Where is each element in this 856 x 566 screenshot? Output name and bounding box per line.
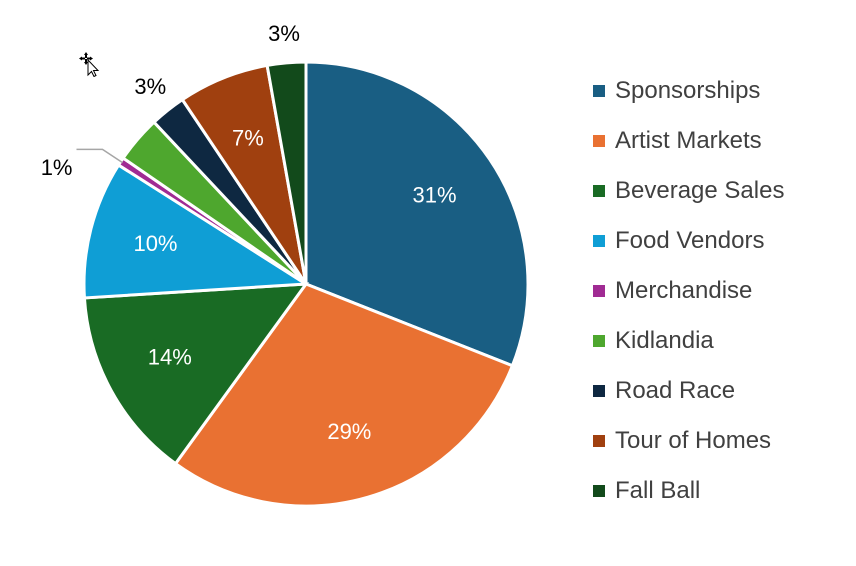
legend-label: Sponsorships bbox=[615, 77, 761, 104]
pie-slice-fall-ball bbox=[265, 60, 308, 285]
legend-item-merchandise: Merchandise bbox=[593, 266, 784, 316]
data-label-food-vendors: 10% bbox=[133, 231, 177, 256]
legend-label: Kidlandia bbox=[615, 327, 714, 354]
legend-swatch bbox=[593, 335, 605, 347]
pie-slices bbox=[82, 60, 530, 508]
legend-item-road-race: Road Race bbox=[593, 366, 784, 416]
legend-label: Merchandise bbox=[615, 277, 753, 304]
leader-line-merchandise bbox=[76, 148, 123, 164]
legend-label: Food Vendors bbox=[615, 227, 765, 254]
legend-swatch bbox=[593, 185, 605, 197]
pie-slice-artist-markets bbox=[173, 282, 515, 508]
legend-label: Beverage Sales bbox=[615, 177, 785, 204]
pie-slice-sponsorships bbox=[304, 60, 530, 368]
legend-swatch bbox=[593, 85, 605, 97]
legend-item-fall-ball: Fall Ball bbox=[593, 466, 784, 516]
legend-swatch bbox=[593, 435, 605, 447]
legend-item-food-vendors: Food Vendors bbox=[593, 216, 784, 266]
legend-swatch bbox=[593, 485, 605, 497]
leader-lines bbox=[76, 148, 123, 164]
pie-slice-beverage-sales bbox=[82, 282, 310, 466]
legend-swatch bbox=[593, 285, 605, 297]
legend-label: Artist Markets bbox=[615, 127, 762, 154]
legend-item-beverage-sales: Beverage Sales bbox=[593, 166, 784, 216]
legend-swatch bbox=[593, 235, 605, 247]
data-label-beverage-sales: 14% bbox=[148, 345, 192, 370]
legend: Sponsorships Artist Markets Beverage Sales… bbox=[593, 66, 784, 516]
data-labels: 31% 29% 14% 10% 1% 3% 7% 3% bbox=[41, 21, 457, 444]
legend-label: Tour of Homes bbox=[615, 427, 772, 454]
legend-item-artist-markets: Artist Markets bbox=[593, 116, 784, 166]
data-label-sponsorships: 31% bbox=[413, 182, 457, 207]
legend-item-kidlandia: Kidlandia bbox=[593, 316, 784, 366]
legend-item-sponsorships: Sponsorships bbox=[593, 66, 784, 116]
data-label-artist-markets: 29% bbox=[327, 419, 371, 444]
data-label-tour-of-homes: 7% bbox=[232, 126, 264, 151]
legend-label: Fall Ball bbox=[615, 477, 701, 504]
data-label-road-race: 3% bbox=[134, 74, 166, 99]
data-label-merchandise: 1% bbox=[41, 155, 73, 180]
data-label-fall-ball: 3% bbox=[268, 21, 300, 46]
legend-swatch bbox=[593, 135, 605, 147]
legend-swatch bbox=[593, 385, 605, 397]
move-cursor-icon bbox=[79, 52, 100, 77]
legend-item-tour-of-homes: Tour of Homes bbox=[593, 416, 784, 466]
legend-label: Road Race bbox=[615, 377, 736, 404]
pie-slice-food-vendors bbox=[82, 162, 311, 300]
